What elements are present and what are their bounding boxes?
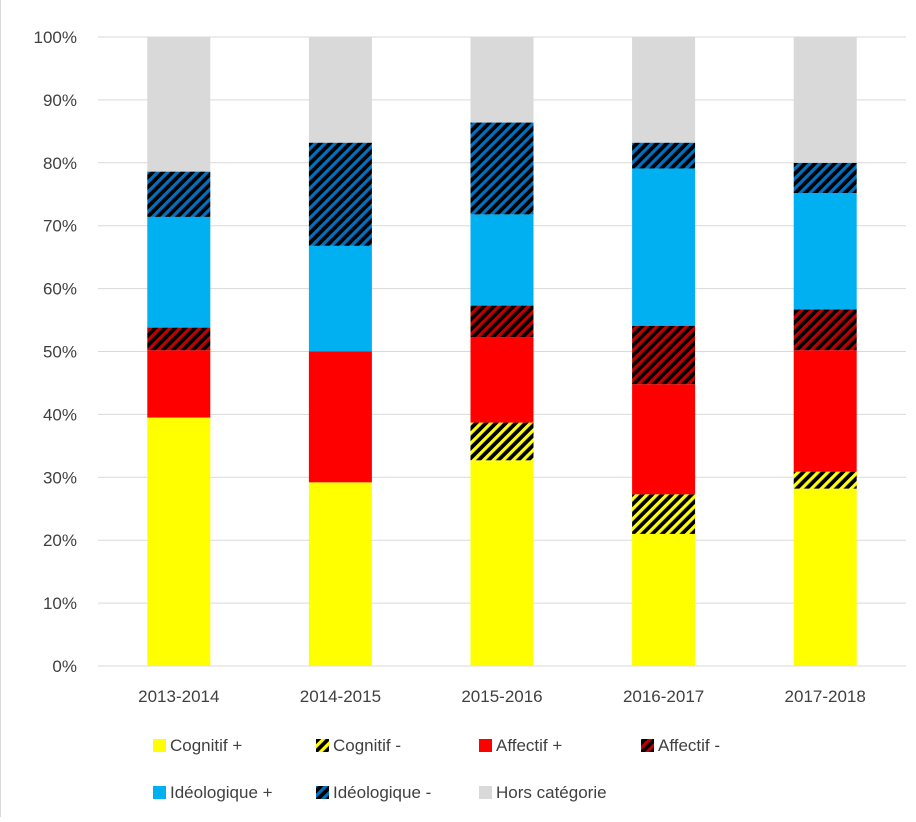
legend-swatch [153, 739, 166, 752]
bar-segment-affectif-plus [793, 350, 857, 472]
bar-segment-cognitif-minus [470, 422, 534, 461]
legend-swatch [316, 739, 329, 752]
bar-segment-ideologique-minus [308, 142, 372, 246]
bar-segment-cognitif-minus [793, 471, 857, 489]
legend-item-hors-categorie: Hors catégorie [479, 783, 607, 802]
y-tick-label: 40% [43, 405, 77, 424]
legend-item-ideologique-minus: Idéologique - [316, 783, 431, 802]
y-tick-label: 80% [43, 154, 77, 173]
legend-item-ideologique-plus: Idéologique + [153, 783, 273, 802]
y-tick-label: 10% [43, 594, 77, 613]
bar-segment-ideologique-minus [147, 171, 211, 217]
bar-segment-hors-categorie [793, 37, 857, 163]
bar-segment-hors-categorie [470, 37, 534, 123]
bar-stack-2015-2016 [470, 37, 534, 666]
legend: Cognitif + Cognitif - Affectif + Affectif -… [153, 736, 720, 802]
legend-label: Affectif - [658, 736, 720, 755]
legend-item-affectif-plus: Affectif + [479, 736, 562, 755]
x-tick-label: 2014-2015 [300, 687, 381, 706]
bar-segment-hors-categorie [308, 37, 372, 143]
legend-label: Hors catégorie [496, 783, 607, 802]
legend-item-cognitif-minus: Cognitif - [316, 736, 401, 755]
x-axis-tick-labels: 2013-2014 2014-2015 2015-2016 2016-2017 2017… [138, 687, 866, 706]
bar-segment-ideologique-plus [793, 192, 857, 310]
bar-segment-affectif-plus [632, 384, 696, 495]
legend-label: Idéologique - [333, 783, 431, 802]
legend-swatch [479, 786, 492, 799]
bar-segment-ideologique-minus [470, 122, 534, 215]
legend-label: Cognitif - [333, 736, 401, 755]
y-axis-tick-labels: 0% 10% 20% 30% 40% 50% 60% 70% 80% 90% 100% [34, 28, 77, 676]
y-tick-label: 60% [43, 280, 77, 299]
bar-segment-cognitif-plus [470, 460, 534, 666]
y-tick-label: 100% [34, 28, 77, 47]
bar-segment-hors-categorie [147, 37, 211, 172]
bar-segment-cognitif-minus [632, 494, 696, 534]
bar-segment-ideologique-plus [308, 245, 372, 352]
legend-label: Cognitif + [170, 736, 242, 755]
bar-segment-ideologique-plus [632, 168, 696, 326]
bar-stack-2016-2017 [632, 37, 696, 666]
legend-swatch [479, 739, 492, 752]
bar-segment-affectif-plus [147, 350, 211, 418]
legend-swatch [316, 786, 329, 799]
y-tick-label: 90% [43, 91, 77, 110]
legend-label: Idéologique + [170, 783, 273, 802]
x-tick-label: 2015-2016 [461, 687, 542, 706]
bar-segment-affectif-minus [793, 309, 857, 351]
bar-segment-affectif-plus [308, 351, 372, 483]
bar-segment-affectif-minus [147, 327, 211, 351]
legend-swatch [153, 786, 166, 799]
bar-segment-ideologique-minus [632, 142, 696, 169]
x-tick-label: 2016-2017 [623, 687, 704, 706]
bar-segment-affectif-minus [470, 305, 534, 338]
legend-swatch [641, 739, 654, 752]
legend-label: Affectif + [496, 736, 562, 755]
bar-segment-ideologique-plus [470, 214, 534, 306]
bar-segment-cognitif-plus [793, 488, 857, 666]
x-tick-label: 2017-2018 [785, 687, 866, 706]
bar-segment-hors-categorie [632, 37, 696, 143]
x-tick-label: 2013-2014 [138, 687, 219, 706]
bar-segment-cognitif-plus [632, 533, 696, 666]
legend-item-cognitif-plus: Cognitif + [153, 736, 242, 755]
legend-item-affectif-minus: Affectif - [641, 736, 720, 755]
y-tick-label: 70% [43, 217, 77, 236]
y-tick-label: 0% [52, 657, 77, 676]
y-tick-label: 50% [43, 343, 77, 362]
bar-segment-affectif-plus [470, 337, 534, 423]
bar-segment-ideologique-minus [793, 162, 857, 193]
bar-segment-affectif-minus [632, 325, 696, 385]
bar-stack-2014-2015 [308, 37, 372, 666]
y-tick-label: 30% [43, 468, 77, 487]
bars [147, 37, 857, 666]
bar-stack-2017-2018 [793, 37, 857, 666]
bar-stack-2013-2014 [147, 37, 211, 666]
bar-segment-ideologique-plus [147, 216, 211, 328]
bar-segment-cognitif-plus [308, 482, 372, 666]
y-tick-label: 20% [43, 531, 77, 550]
bar-segment-cognitif-plus [147, 417, 211, 666]
